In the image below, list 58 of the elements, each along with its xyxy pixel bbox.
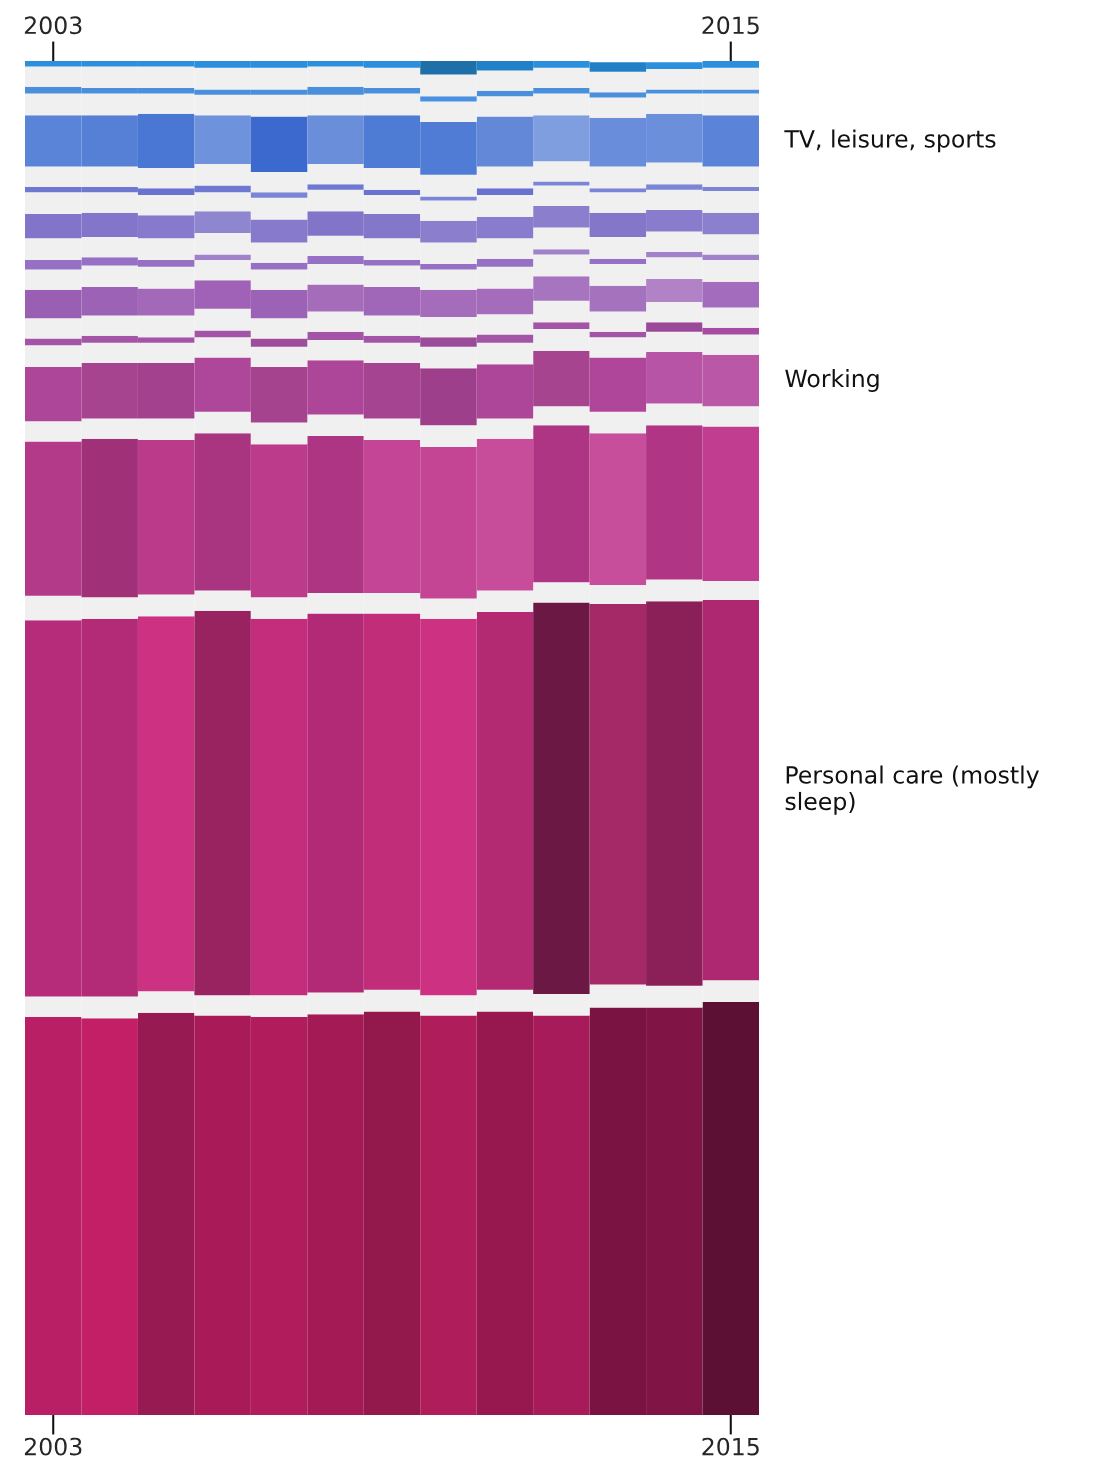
bar bbox=[476, 334, 534, 343]
bar bbox=[194, 433, 251, 591]
bar bbox=[476, 612, 534, 990]
bar bbox=[589, 331, 647, 338]
bar bbox=[646, 425, 703, 580]
bar bbox=[476, 188, 534, 196]
bar bbox=[702, 426, 759, 581]
bar bbox=[589, 433, 647, 585]
bar bbox=[137, 440, 195, 595]
bar bbox=[420, 96, 477, 102]
bar bbox=[646, 278, 703, 303]
bar bbox=[533, 1015, 590, 1415]
bar bbox=[589, 62, 647, 72]
bar bbox=[533, 425, 590, 583]
bar bbox=[250, 618, 308, 996]
bar bbox=[420, 196, 477, 201]
bar bbox=[420, 337, 477, 347]
bar bbox=[533, 322, 590, 330]
category-label: 2015 bbox=[702, 16, 759, 35]
bar bbox=[307, 613, 364, 993]
bar bbox=[420, 1015, 477, 1415]
bar bbox=[646, 601, 703, 986]
bar bbox=[533, 602, 590, 994]
bar bbox=[702, 115, 759, 167]
bar bbox=[589, 603, 647, 985]
bar bbox=[250, 116, 308, 173]
bar bbox=[307, 1014, 364, 1415]
bar bbox=[533, 115, 590, 162]
bar bbox=[476, 1011, 534, 1415]
bar bbox=[194, 254, 251, 261]
bar bbox=[363, 1011, 421, 1415]
bar bbox=[81, 438, 138, 598]
bar bbox=[533, 61, 590, 68]
bar bbox=[194, 115, 251, 164]
bar bbox=[589, 258, 647, 265]
bar bbox=[194, 610, 251, 996]
bar bbox=[137, 1012, 195, 1415]
bar bbox=[702, 1002, 759, 1415]
bar bbox=[533, 181, 590, 186]
bar bbox=[702, 599, 759, 981]
bar bbox=[702, 281, 759, 308]
bar bbox=[476, 61, 534, 71]
bar bbox=[476, 116, 534, 167]
bar bbox=[194, 330, 251, 338]
bar bbox=[137, 616, 195, 992]
bar bbox=[533, 249, 590, 255]
bar bbox=[250, 192, 308, 198]
series-label: TV, leisure, sports bbox=[784, 129, 996, 153]
series-label: Working bbox=[785, 369, 879, 392]
bar bbox=[307, 436, 364, 594]
bar bbox=[250, 444, 308, 598]
bar bbox=[307, 115, 364, 164]
bar bbox=[307, 184, 364, 190]
bar bbox=[363, 189, 421, 196]
series-label: Personal care (mostly sleep) bbox=[785, 765, 1039, 815]
bar bbox=[420, 61, 477, 75]
category-label: 2003 bbox=[24, 16, 82, 35]
bar bbox=[25, 441, 82, 596]
